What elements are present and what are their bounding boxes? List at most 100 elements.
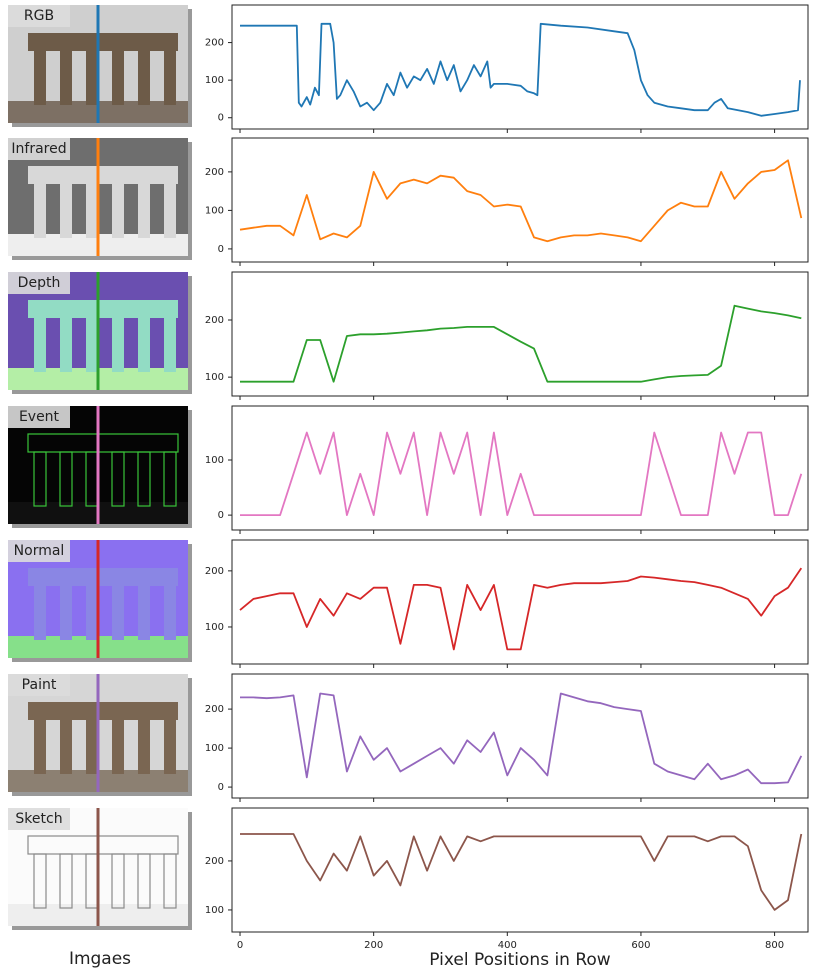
image-label: Normal — [14, 543, 65, 559]
image-column — [34, 586, 46, 640]
image-building — [28, 166, 178, 184]
image-label-box — [8, 674, 70, 696]
image-column — [112, 720, 124, 774]
image-label: Infrared — [11, 141, 66, 157]
image-column — [86, 586, 98, 640]
data-line — [240, 22, 801, 117]
y-tick-label: 0 — [218, 244, 224, 255]
image-column — [164, 184, 176, 238]
image-column — [164, 720, 176, 774]
image-column — [137, 451, 151, 507]
y-tick-label: 200 — [205, 167, 224, 178]
image-column — [33, 451, 47, 507]
image-label-box — [8, 138, 70, 160]
image-column — [112, 586, 124, 640]
image-column — [164, 51, 176, 105]
image-column — [60, 184, 72, 238]
y-tick-label: 200 — [205, 566, 224, 577]
x-tick-label: 600 — [631, 940, 650, 951]
image-label-box — [8, 406, 70, 428]
image-column — [59, 853, 73, 909]
plot-frame — [231, 271, 809, 397]
y-tick-label: 0 — [218, 113, 224, 124]
plot-frame — [231, 137, 809, 263]
image-column — [112, 318, 124, 372]
y-tick-label: 100 — [205, 75, 224, 86]
y-tick-label: 100 — [205, 743, 224, 754]
data-line — [240, 692, 803, 785]
image-column — [60, 720, 72, 774]
y-tick-label: 100 — [205, 455, 224, 466]
image-column — [86, 318, 98, 372]
plot-frame — [231, 807, 809, 933]
image-label-box — [8, 540, 70, 562]
image-column — [163, 451, 177, 507]
y-tick-label: 0 — [218, 782, 224, 793]
y-tick-label: 200 — [205, 38, 224, 49]
image-column — [33, 853, 47, 909]
image-column — [137, 853, 151, 909]
x-tick-label: 200 — [364, 940, 383, 951]
y-tick-label: 100 — [205, 205, 224, 216]
x-tick-label: 0 — [237, 940, 243, 951]
image-label-box — [8, 272, 70, 294]
y-tick-label: 200 — [205, 856, 224, 867]
data-line — [240, 304, 802, 383]
data-line — [239, 567, 803, 651]
image-column — [111, 451, 125, 507]
data-line — [239, 159, 803, 243]
image-label: Sketch — [15, 811, 62, 827]
image-column — [60, 586, 72, 640]
x-tick-label: 800 — [765, 940, 784, 951]
image-column — [34, 51, 46, 105]
plot-frame — [231, 4, 809, 130]
image-column — [86, 720, 98, 774]
image-label: Event — [19, 409, 60, 425]
image-column — [138, 51, 150, 105]
plot-frame — [231, 539, 809, 665]
image-column — [138, 318, 150, 372]
image-column — [60, 51, 72, 105]
x-axis-label: Pixel Positions in Row — [429, 950, 611, 970]
image-column — [86, 51, 98, 105]
image-column — [138, 720, 150, 774]
image-building — [28, 702, 178, 720]
y-tick-label: 100 — [205, 372, 224, 383]
image-column — [111, 853, 125, 909]
plot-frame — [231, 673, 809, 799]
image-label-box — [8, 808, 70, 830]
image-building — [28, 568, 178, 586]
image-column — [138, 184, 150, 238]
image-column — [34, 318, 46, 372]
data-line — [240, 431, 803, 516]
data-line — [240, 833, 803, 911]
image-label: Paint — [22, 677, 57, 693]
plot-frame — [231, 405, 809, 531]
y-tick-label: 100 — [205, 622, 224, 633]
image-column — [164, 586, 176, 640]
image-column — [60, 318, 72, 372]
y-tick-label: 100 — [205, 905, 224, 916]
image-column — [164, 318, 176, 372]
y-tick-label: 200 — [205, 704, 224, 715]
y-tick-label: 200 — [205, 315, 224, 326]
image-building — [27, 433, 179, 453]
image-column — [138, 586, 150, 640]
images-caption: Imgaes — [69, 949, 131, 969]
y-tick-label: 0 — [218, 510, 224, 521]
image-building — [28, 33, 178, 51]
image-building — [28, 300, 178, 318]
image-column — [34, 184, 46, 238]
image-column — [86, 184, 98, 238]
image-label-box — [8, 5, 70, 27]
image-building — [27, 835, 179, 855]
image-column — [163, 853, 177, 909]
image-column — [59, 451, 73, 507]
image-column — [112, 184, 124, 238]
image-column — [34, 720, 46, 774]
image-column — [112, 51, 124, 105]
image-label: Depth — [18, 275, 61, 291]
x-tick-label: 400 — [498, 940, 517, 951]
image-label: RGB — [24, 8, 54, 24]
